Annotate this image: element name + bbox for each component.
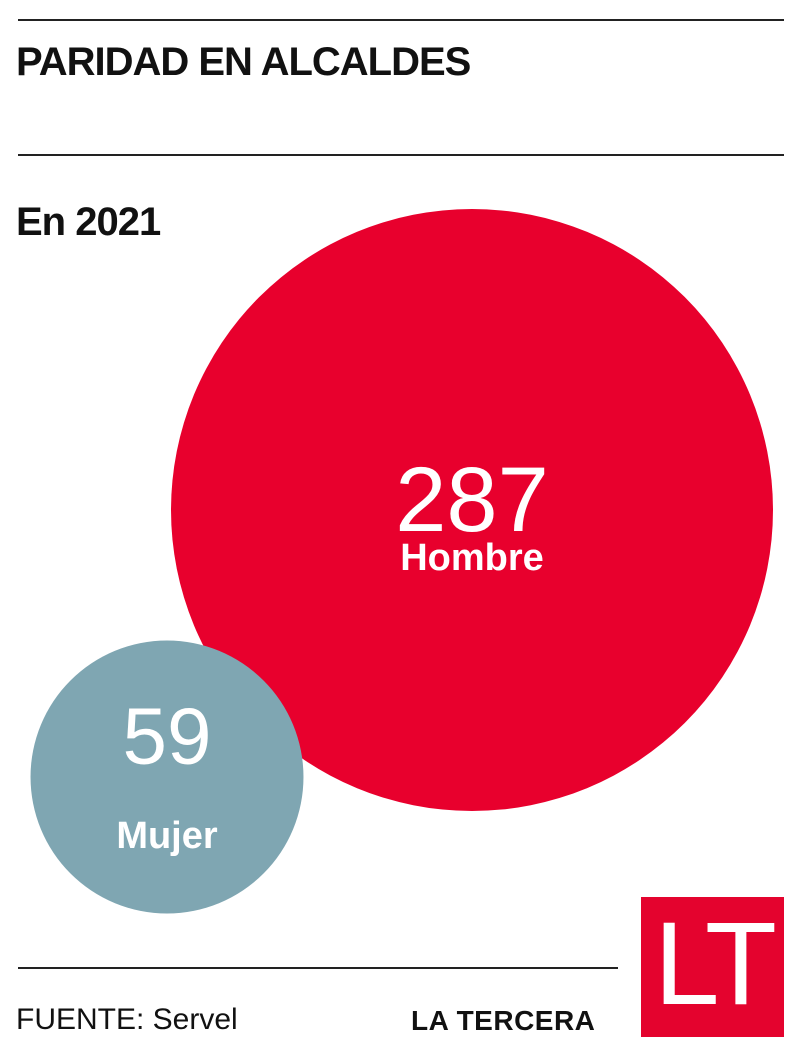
bubble-hombre	[171, 209, 773, 811]
logo-lettering: LT	[654, 898, 777, 1030]
title-divider	[18, 154, 784, 156]
value-label-mujer: 59	[123, 691, 212, 780]
value-label-hombre: 287	[395, 449, 549, 551]
top-rule	[18, 19, 784, 21]
brand-name: LA TERCERA	[411, 1005, 596, 1036]
category-label-hombre: Hombre	[400, 537, 544, 579]
source-note: FUENTE: Servel	[16, 1003, 238, 1036]
bubble-mujer	[30, 640, 304, 914]
footer-rule	[18, 967, 618, 969]
chart-subtitle: En 2021	[16, 200, 161, 244]
category-label-mujer: Mujer	[116, 815, 218, 857]
brand-logo: LT	[641, 897, 784, 1037]
chart-title: PARIDAD EN ALCALDES	[16, 40, 471, 84]
